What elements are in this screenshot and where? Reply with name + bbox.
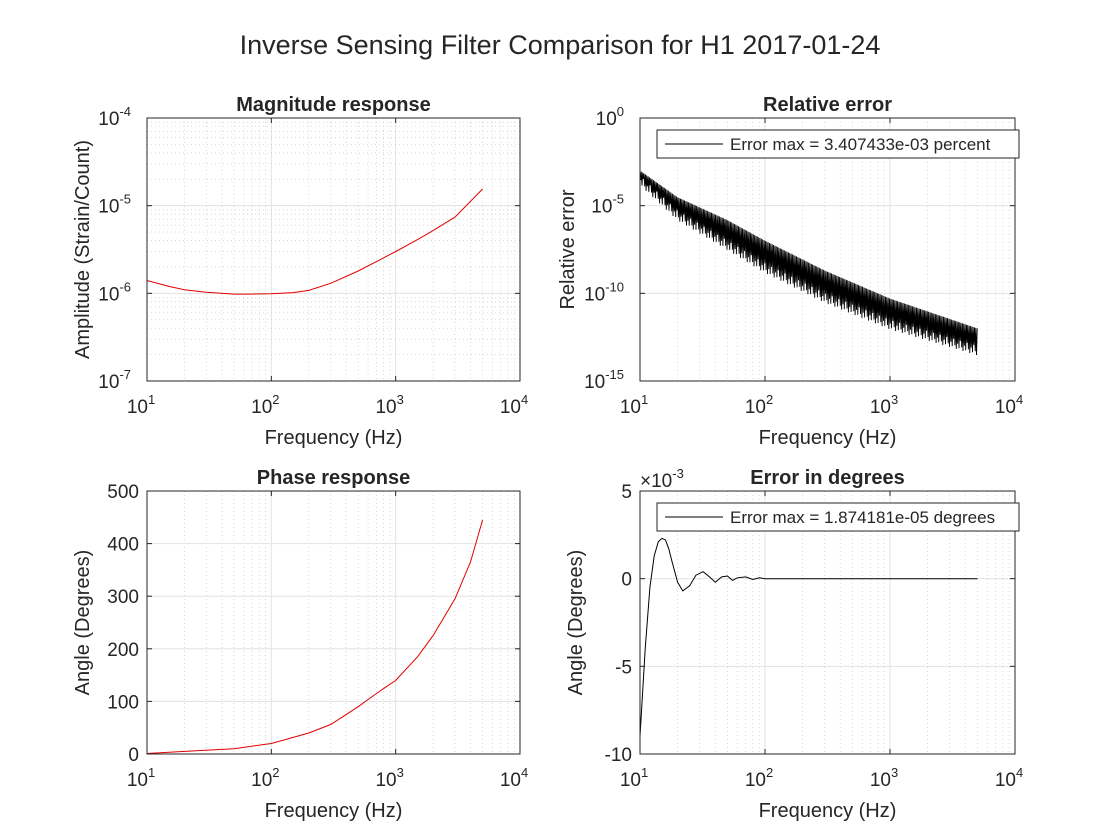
y-tick-label: 10-6: [98, 279, 131, 305]
y-axis: 10-7 10-6 10-5 10-4: [98, 104, 520, 393]
y-tick-label: -5: [615, 657, 632, 678]
chart-title: Relative error: [763, 94, 892, 116]
x-tick-label: 101: [620, 765, 648, 791]
y-tick-label: 400: [107, 535, 139, 556]
y-tick-label: -10: [605, 745, 632, 766]
y-tick-label: 10-5: [98, 192, 131, 218]
x-tick-label: 102: [745, 392, 773, 418]
y-axis-label: Angle (Degrees): [565, 550, 587, 696]
chart-panel-3: 101 102 103 104 0 100 200 300 400 500 Phase respon…: [72, 467, 528, 822]
x-tick-label: 101: [127, 765, 155, 791]
chart-title: Error in degrees: [750, 467, 905, 489]
legend-label: Error max = 3.407433e-03 percent: [730, 135, 991, 154]
legend: Error max = 1.874181e-05 degrees: [656, 502, 1020, 532]
y-multiplier-label: ×10-3: [640, 466, 684, 492]
x-tick-label: 101: [127, 392, 155, 418]
y-tick-label: 0: [621, 570, 632, 591]
y-tick-label: 100: [107, 692, 139, 713]
y-axis: -10 -5 0 5: [605, 482, 1015, 766]
chart-panel-2: 101 102 103 104 10-15 10-10 10-5 100 Relative er…: [557, 94, 1023, 449]
y-tick-label: 10-4: [98, 104, 131, 130]
chart-panel-4: 101 102 103 104 -10 -5 0 5 ×10-3 Error in degrees…: [565, 466, 1023, 822]
grid: [147, 491, 520, 754]
axes-box: [639, 490, 1016, 755]
x-tick-label: 103: [375, 765, 403, 791]
x-axis: 101 102 103 104: [620, 118, 1023, 418]
x-axis-label: Frequency (Hz): [265, 800, 403, 822]
y-axis-label: Amplitude (Strain/Count): [72, 140, 94, 359]
y-axis-label: Angle (Degrees): [72, 550, 94, 696]
y-tick-label: 5: [621, 482, 632, 503]
y-tick-label: 10-15: [584, 367, 624, 393]
series-line-1: [146, 519, 484, 754]
grid: [147, 118, 520, 381]
series-line-1: [639, 170, 978, 356]
plot-area: [147, 491, 520, 754]
legend: Error max = 3.407433e-03 percent: [656, 129, 1020, 159]
x-tick-label: 102: [251, 765, 279, 791]
x-tick-label: 104: [500, 765, 528, 791]
axes-box: [146, 117, 521, 382]
x-tick-label: 102: [251, 392, 279, 418]
x-tick-label: 103: [375, 392, 403, 418]
y-axis: 0 100 200 300 400 500: [107, 482, 520, 766]
x-tick-label: 104: [995, 765, 1023, 791]
figure-title: Inverse Sensing Filter Comparison for H1…: [240, 30, 881, 60]
x-axis-label: Frequency (Hz): [265, 427, 403, 449]
series-line-1: [146, 188, 483, 295]
y-axis: 10-15 10-10 10-5 100: [584, 104, 1015, 393]
x-tick-label: 104: [995, 392, 1023, 418]
axes-box: [146, 490, 521, 755]
x-tick-label: 103: [870, 392, 898, 418]
x-axis: 101 102 103 104: [127, 491, 528, 791]
legend-label: Error max = 1.874181e-05 degrees: [730, 508, 995, 527]
axes-box: [639, 117, 1016, 382]
y-tick-label: 100: [596, 104, 624, 130]
y-tick-label: 200: [107, 640, 139, 661]
x-axis-label: Frequency (Hz): [759, 427, 897, 449]
series-line-1: [639, 537, 978, 737]
x-axis: 101 102 103 104: [620, 491, 1023, 791]
y-tick-label: 10-7: [98, 367, 131, 393]
x-tick-label: 102: [745, 765, 773, 791]
chart-panel-1: 101 102 103 104 10-7 10-6 10-5 10-4 Magnitude re…: [72, 94, 528, 449]
y-tick-label: 300: [107, 587, 139, 608]
x-axis: 101 102 103 104: [127, 118, 528, 418]
chart-title: Phase response: [257, 467, 410, 489]
y-tick-label: 500: [107, 482, 139, 503]
plot-area: [640, 491, 1015, 754]
x-axis-label: Frequency (Hz): [759, 800, 897, 822]
plot-area: [147, 118, 520, 381]
y-tick-label: 10-10: [584, 279, 624, 305]
x-tick-label: 103: [870, 765, 898, 791]
chart-title: Magnitude response: [236, 94, 430, 116]
x-tick-label: 104: [500, 392, 528, 418]
y-axis-label: Relative error: [557, 189, 579, 309]
x-tick-label: 101: [620, 392, 648, 418]
y-tick-label: 10-5: [591, 192, 624, 218]
y-tick-label: 0: [128, 745, 139, 766]
